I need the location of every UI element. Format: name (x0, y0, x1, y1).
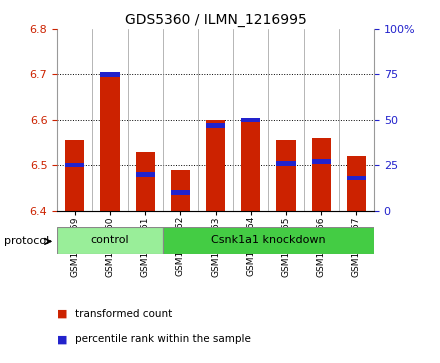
Bar (241, 118, 260, 122)
Text: ■: ■ (57, 309, 68, 319)
Bar (171, 170, 190, 211)
Bar (136, 172, 155, 176)
Text: transformed count: transformed count (75, 309, 172, 319)
Bar (100, 72, 120, 77)
Bar (347, 176, 366, 180)
Bar (65, 163, 84, 167)
Bar (206, 120, 225, 211)
Bar (136, 152, 155, 211)
Bar (347, 156, 366, 211)
Title: GDS5360 / ILMN_1216995: GDS5360 / ILMN_1216995 (125, 13, 307, 26)
Bar (100, 74, 120, 211)
Bar (312, 138, 331, 211)
Text: percentile rank within the sample: percentile rank within the sample (75, 334, 251, 344)
Bar (57, 227, 163, 254)
Text: ■: ■ (57, 334, 68, 344)
Bar (241, 118, 260, 211)
Bar (206, 123, 225, 127)
Text: control: control (91, 236, 129, 245)
Bar (171, 190, 190, 195)
Bar (65, 140, 84, 211)
Bar (312, 159, 331, 164)
Bar (163, 227, 374, 254)
Bar (276, 140, 296, 211)
Text: Csnk1a1 knockdown: Csnk1a1 knockdown (211, 236, 326, 245)
Text: protocol: protocol (4, 236, 50, 246)
Bar (276, 161, 296, 166)
